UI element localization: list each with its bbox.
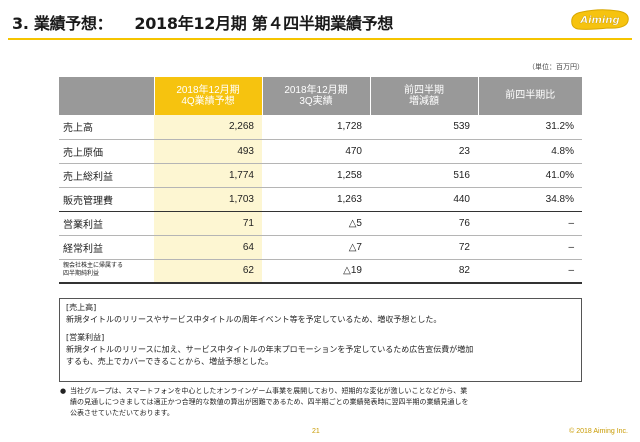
page-title: 3. 業績予想： 2018年12月期 第４四半期業績予想 [12,10,393,34]
footnote-line3: 公表させていただいております。 [70,409,174,417]
cell-3q-actual: 1,728 [262,115,370,140]
row-label: 親会社株主に帰属する 四半期純利益 [59,259,154,284]
operating-profit-heading: [営業利益] [66,333,105,342]
aiming-logo: Aiming [571,9,629,30]
header-corner [59,77,155,115]
row-label: 売上高 [59,115,154,140]
row-label: 売上総利益 [59,163,154,188]
bullet-icon: ● [60,387,67,395]
disclaimer-footnote: ● 当社グループは、スマートフォンを中心としたオンラインゲーム事業を展開しており… [60,386,580,419]
header-qoq-change: 前四半期 増減額 [370,77,479,115]
cell-qoq-ratio: – [478,235,582,260]
table-header-row: 2018年12月期 4Q業績予想 2018年12月期 3Q実績 前四半期 増減額… [59,77,582,115]
row-label: 販売管理費 [59,187,154,212]
table-row: 売上総利益 1,774 1,258 516 41.0% [59,163,582,188]
cell-3q-actual: △7 [262,235,370,260]
cell-3q-actual: △19 [262,259,370,284]
row-label: 営業利益 [59,211,154,236]
cell-qoq-ratio: – [478,211,582,236]
cell-qoq-ratio: – [478,259,582,284]
logo-text: Aiming [579,15,619,26]
cell-4q-forecast: 2,268 [154,115,262,140]
cell-qoq-ratio: 31.2% [478,115,582,140]
cell-qoq-change: 516 [370,163,478,188]
cell-qoq-change: 76 [370,211,478,236]
operating-profit-text-line1: 新規タイトルのリリースに加え、サービス中タイトルの年末プロモーションを予定してい… [66,345,474,354]
cell-4q-forecast: 62 [154,259,262,284]
earnings-forecast-table: 2018年12月期 4Q業績予想 2018年12月期 3Q実績 前四半期 増減額… [59,77,582,284]
cell-qoq-ratio: 41.0% [478,163,582,188]
cell-4q-forecast: 1,774 [154,163,262,188]
header-qoq-ratio: 前四半期比 [478,77,582,115]
table-row: 販売管理費 1,703 1,263 440 34.8% [59,187,582,212]
cell-qoq-ratio: 34.8% [478,187,582,212]
cell-qoq-change: 23 [370,139,478,164]
header-4q-forecast: 2018年12月期 4Q業績予想 [154,77,263,115]
header-3q-actual: 2018年12月期 3Q実績 [262,77,371,115]
cell-4q-forecast: 493 [154,139,262,164]
table-row: 親会社株主に帰属する 四半期純利益 62 △19 82 – [59,259,582,284]
table-row: 売上高 2,268 1,728 539 31.2% [59,115,582,140]
footnote-line2: 績の見通しにつきましては適正かつ合理的な数値の算出が困難であるため、四半期ごとの… [70,398,469,406]
table-row: 経常利益 64 △7 72 – [59,235,582,260]
sales-text: 新規タイトルのリリースやサービス中タイトルの周年イベント等を予定しているため、増… [66,315,442,324]
unit-note: （単位：百万円） [528,63,584,71]
row-label-line2: 四半期純利益 [63,270,100,277]
footnote-line1: 当社グループは、スマートフォンを中心としたオンラインゲーム事業を展開しており、短… [70,387,468,395]
page-number: 21 [312,428,320,435]
operating-profit-text-line2: するも、売上でカバーできることから、増益予想とした。 [66,357,274,366]
copyright: © 2018 Aiming Inc. [569,428,628,435]
cell-qoq-change: 539 [370,115,478,140]
title-prefix: 3. 業績予想： [12,14,113,33]
cell-3q-actual: 1,258 [262,163,370,188]
row-label-line1: 親会社株主に帰属する [63,262,124,269]
title-main: 2018年12月期 第４四半期業績予想 [134,14,394,33]
title-divider [8,38,632,40]
row-label: 売上原価 [59,139,154,164]
cell-qoq-change: 82 [370,259,478,284]
cell-4q-forecast: 64 [154,235,262,260]
cell-4q-forecast: 71 [154,211,262,236]
cell-4q-forecast: 1,703 [154,187,262,212]
cell-3q-actual: △5 [262,211,370,236]
cell-3q-actual: 1,263 [262,187,370,212]
cell-qoq-change: 72 [370,235,478,260]
table-row: 売上原価 493 470 23 4.8% [59,139,582,164]
cell-3q-actual: 470 [262,139,370,164]
cell-qoq-change: 440 [370,187,478,212]
row-label: 経常利益 [59,235,154,260]
cell-qoq-ratio: 4.8% [478,139,582,164]
commentary-box: [売上高] 新規タイトルのリリースやサービス中タイトルの周年イベント等を予定して… [59,298,582,382]
sales-heading: [売上高] [66,303,97,312]
table-row: 営業利益 71 △5 76 – [59,211,582,236]
